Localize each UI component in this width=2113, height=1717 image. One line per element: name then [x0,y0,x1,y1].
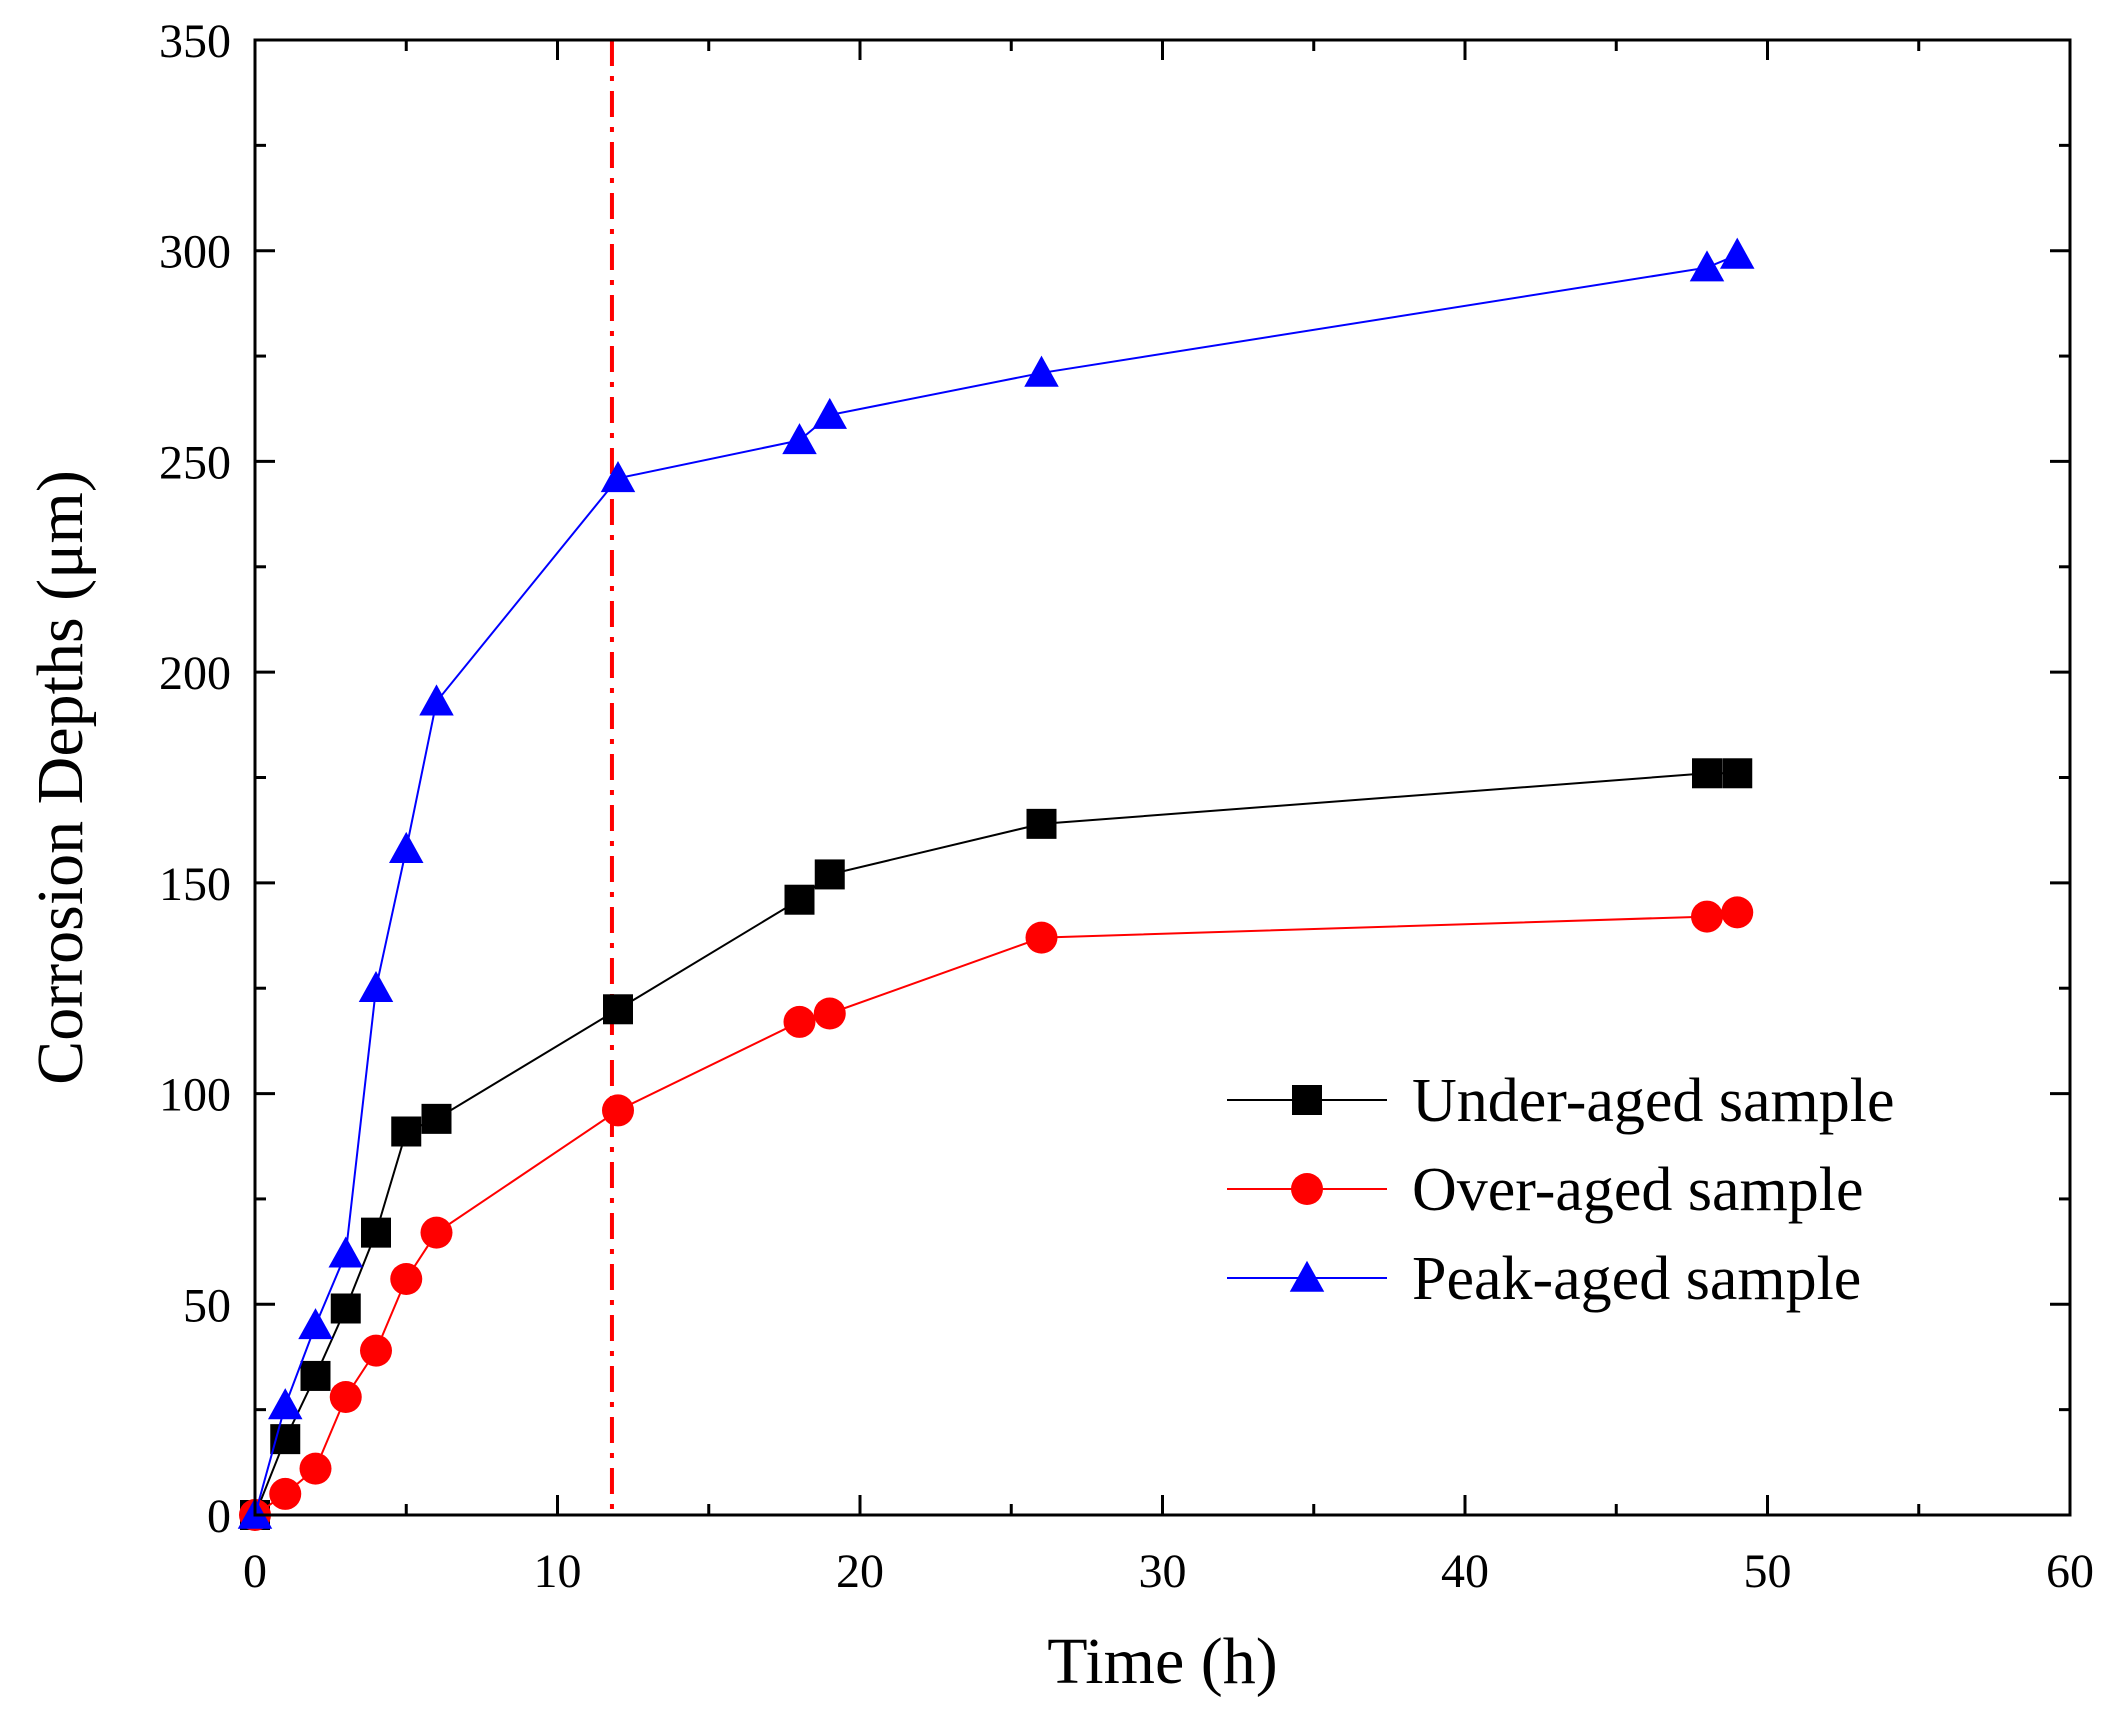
data-point [420,1216,453,1249]
x-tick-label: 30 [1139,1545,1187,1598]
x-tick-label: 40 [1441,1545,1489,1598]
series-layer [237,237,1755,1531]
legend-label: Peak-aged sample [1412,1245,1861,1313]
x-tick-label: 20 [836,1545,884,1598]
x-axis-title: Time (h) [1047,1625,1277,1698]
y-tick-label: 300 [159,226,231,279]
data-point [360,1334,392,1367]
series-square [240,758,1753,1530]
data-point [421,1103,452,1134]
data-point [814,859,845,890]
data-point [328,1236,363,1268]
data-point [1722,758,1753,789]
data-point [782,423,817,455]
data-point [603,994,633,1025]
data-point [602,1094,634,1127]
legend-label: Under-aged sample [1412,1067,1895,1135]
series-line [254,254,1738,1516]
data-point [1720,237,1755,269]
data-point [784,884,815,915]
data-point [419,684,454,716]
data-point [1692,758,1722,789]
data-point [270,1424,301,1455]
y-tick-label: 50 [183,1279,231,1332]
data-point [329,1381,362,1413]
legend-marker [1292,1085,1322,1115]
data-point [330,1293,361,1324]
legend: Under-aged sample Over-aged sample Peak-ag… [1227,1067,1895,1313]
legend-item: Over-aged sample [1227,1156,1864,1224]
data-point [299,1452,332,1485]
data-point [268,1388,303,1420]
data-point [1689,250,1725,282]
y-tick-label: 100 [159,1069,231,1122]
data-point [300,1360,331,1391]
data-point [600,461,636,493]
data-point [269,1477,302,1510]
data-point [358,970,394,1003]
data-point [1691,900,1723,933]
y-tick-label: 150 [159,858,231,911]
data-point [783,1005,816,1038]
y-axis-title: Corrosion Depths (μm) [24,470,97,1085]
data-point [1024,355,1059,387]
x-tick-label: 0 [243,1545,267,1598]
data-point [1026,808,1057,839]
y-tick-label: 200 [159,647,231,700]
legend-marker [1291,1173,1323,1205]
y-tick-label: 0 [207,1490,231,1543]
series-circle [239,896,1754,1531]
legend-marker [1289,1260,1325,1292]
data-point [389,831,424,863]
series-line [254,772,1738,1516]
data-point [1721,896,1754,929]
data-point [390,1263,423,1295]
x-tick-label: 50 [1744,1545,1792,1598]
series-triangle [237,237,1755,1529]
data-point [391,1116,422,1147]
legend-item: Under-aged sample [1227,1067,1895,1135]
y-tick-label: 250 [159,436,231,489]
legend-item: Peak-aged sample [1227,1245,1861,1313]
data-point [812,397,847,429]
data-point [813,997,846,1030]
x-tick-label: 60 [2046,1545,2094,1598]
data-point [1025,921,1058,954]
x-tick-label: 10 [534,1545,582,1598]
axis-ticks: 0 10 20 30 40 50 60 0 50 100 150 200 250 300 350 [159,15,2094,1598]
data-point [361,1217,391,1248]
y-tick-label: 350 [159,15,231,68]
legend-label: Over-aged sample [1412,1156,1864,1224]
data-point [298,1308,333,1340]
